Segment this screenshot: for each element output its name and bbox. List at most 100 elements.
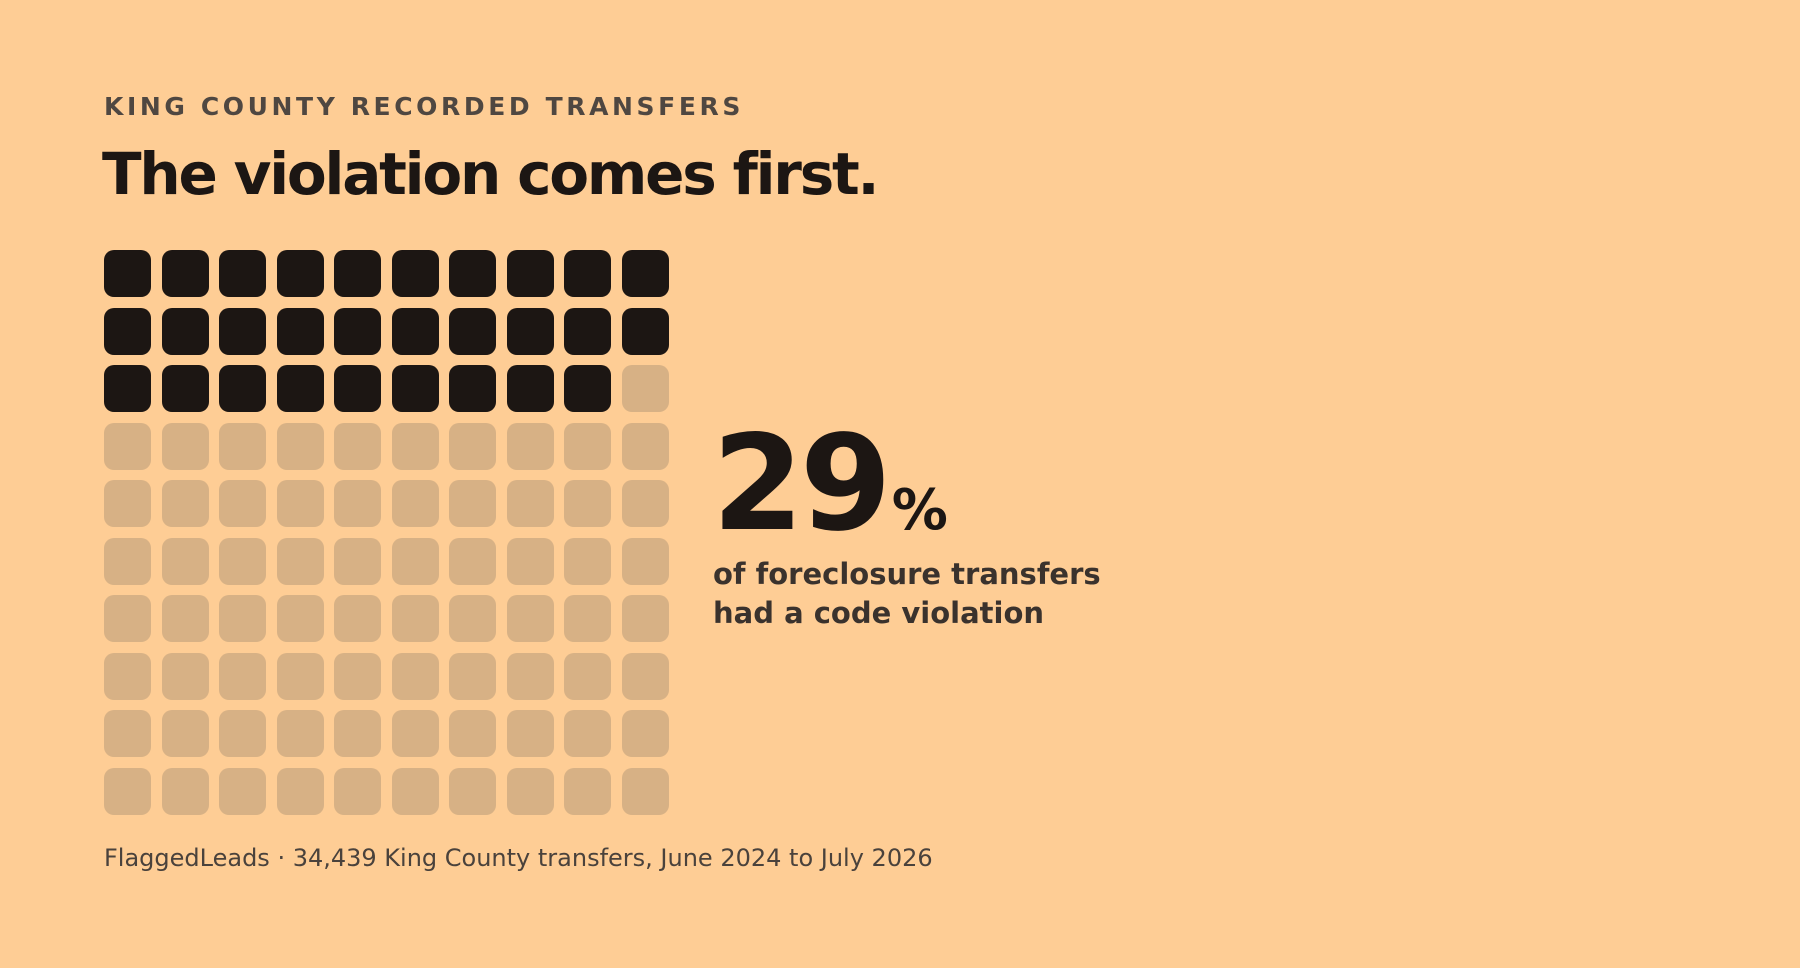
waffle-cell-filled: [161, 365, 209, 412]
waffle-cell-empty: [621, 595, 669, 642]
waffle-cell-empty: [161, 422, 209, 470]
waffle-cell-empty: [161, 595, 209, 642]
waffle-cell-filled: [391, 365, 439, 412]
waffle-cell-empty: [506, 480, 554, 527]
waffle-cell-filled: [276, 365, 324, 412]
waffle-cell-empty: [564, 652, 611, 700]
waffle-cell-empty: [506, 422, 554, 470]
waffle-cell-empty: [161, 710, 209, 757]
waffle-cell-filled: [219, 307, 266, 355]
waffle-cell-empty: [621, 365, 669, 412]
waffle-cell-empty: [104, 652, 151, 700]
waffle-cell-filled: [621, 250, 669, 297]
waffle-cell-filled: [161, 250, 209, 297]
waffle-cell-filled: [219, 250, 266, 297]
waffle-cell-empty: [391, 537, 439, 585]
waffle-cell-empty: [104, 767, 151, 815]
waffle-cell-empty: [104, 480, 151, 527]
waffle-cell-empty: [334, 595, 381, 642]
waffle-cell-filled: [104, 307, 151, 355]
waffle-cell-empty: [449, 652, 496, 700]
waffle-cell-empty: [276, 537, 324, 585]
waffle-cell-empty: [564, 710, 611, 757]
waffle-cell-filled: [506, 365, 554, 412]
stat-block: 29%: [712, 418, 948, 550]
waffle-cell-empty: [391, 422, 439, 470]
waffle-cell-empty: [621, 480, 669, 527]
stat-label-line-1: of foreclosure transfers: [713, 557, 1101, 591]
waffle-cell-empty: [219, 710, 266, 757]
waffle-cell-empty: [161, 537, 209, 585]
waffle-cell-empty: [621, 422, 669, 470]
waffle-cell-filled: [449, 365, 496, 412]
waffle-cell-empty: [104, 537, 151, 585]
waffle-cell-empty: [276, 767, 324, 815]
headline: The violation comes first.: [102, 140, 880, 208]
waffle-cell-empty: [161, 767, 209, 815]
waffle-cell-empty: [391, 652, 439, 700]
waffle-cell-empty: [104, 710, 151, 757]
waffle-cell-empty: [449, 767, 496, 815]
waffle-cell-filled: [334, 365, 381, 412]
waffle-cell-empty: [161, 652, 209, 700]
waffle-cell-filled: [449, 307, 496, 355]
waffle-cell-empty: [391, 480, 439, 527]
waffle-cell-empty: [621, 652, 669, 700]
waffle-cell-filled: [621, 307, 669, 355]
waffle-cell-empty: [449, 422, 496, 470]
waffle-cell-empty: [161, 480, 209, 527]
waffle-cell-empty: [276, 422, 324, 470]
waffle-cell-filled: [564, 307, 611, 355]
waffle-cell-filled: [104, 365, 151, 412]
waffle-cell-empty: [276, 652, 324, 700]
waffle-cell-empty: [219, 595, 266, 642]
eyebrow-title: KING COUNTY RECORDED TRANSFERS: [104, 92, 744, 121]
waffle-cell-empty: [506, 767, 554, 815]
waffle-cell-filled: [449, 250, 496, 297]
waffle-cell-empty: [219, 422, 266, 470]
waffle-cell-empty: [334, 422, 381, 470]
waffle-cell-empty: [334, 480, 381, 527]
waffle-cell-empty: [219, 537, 266, 585]
waffle-cell-empty: [564, 595, 611, 642]
waffle-cell-empty: [449, 710, 496, 757]
waffle-cell-empty: [564, 480, 611, 527]
waffle-cell-empty: [219, 652, 266, 700]
stat-label: of foreclosure transfers had a code viol…: [713, 555, 1101, 633]
waffle-cell-empty: [219, 767, 266, 815]
waffle-cell-filled: [391, 307, 439, 355]
stat-unit: %: [891, 478, 948, 543]
waffle-cell-filled: [564, 365, 611, 412]
waffle-cell-filled: [506, 250, 554, 297]
waffle-cell-filled: [564, 250, 611, 297]
waffle-cell-empty: [506, 537, 554, 585]
waffle-cell-empty: [104, 595, 151, 642]
waffle-chart: [104, 250, 669, 815]
waffle-cell-empty: [334, 767, 381, 815]
waffle-cell-empty: [334, 537, 381, 585]
waffle-cell-empty: [391, 710, 439, 757]
waffle-cell-empty: [219, 480, 266, 527]
waffle-cell-empty: [449, 537, 496, 585]
stat-label-line-2: had a code violation: [713, 596, 1045, 630]
waffle-cell-empty: [391, 595, 439, 642]
waffle-cell-empty: [506, 595, 554, 642]
waffle-cell-empty: [506, 710, 554, 757]
waffle-cell-filled: [506, 307, 554, 355]
waffle-cell-filled: [391, 250, 439, 297]
waffle-cell-empty: [276, 710, 324, 757]
waffle-cell-empty: [506, 652, 554, 700]
waffle-cell-filled: [276, 250, 324, 297]
waffle-cell-empty: [621, 537, 669, 585]
source-footnote: FlaggedLeads · 34,439 King County transf…: [104, 844, 933, 872]
waffle-cell-filled: [276, 307, 324, 355]
stat-value: 29: [712, 407, 892, 561]
waffle-cell-empty: [334, 652, 381, 700]
waffle-cell-empty: [564, 422, 611, 470]
waffle-cell-empty: [449, 595, 496, 642]
waffle-cell-filled: [334, 307, 381, 355]
waffle-cell-filled: [161, 307, 209, 355]
waffle-cell-empty: [449, 480, 496, 527]
waffle-cell-filled: [334, 250, 381, 297]
waffle-cell-filled: [219, 365, 266, 412]
